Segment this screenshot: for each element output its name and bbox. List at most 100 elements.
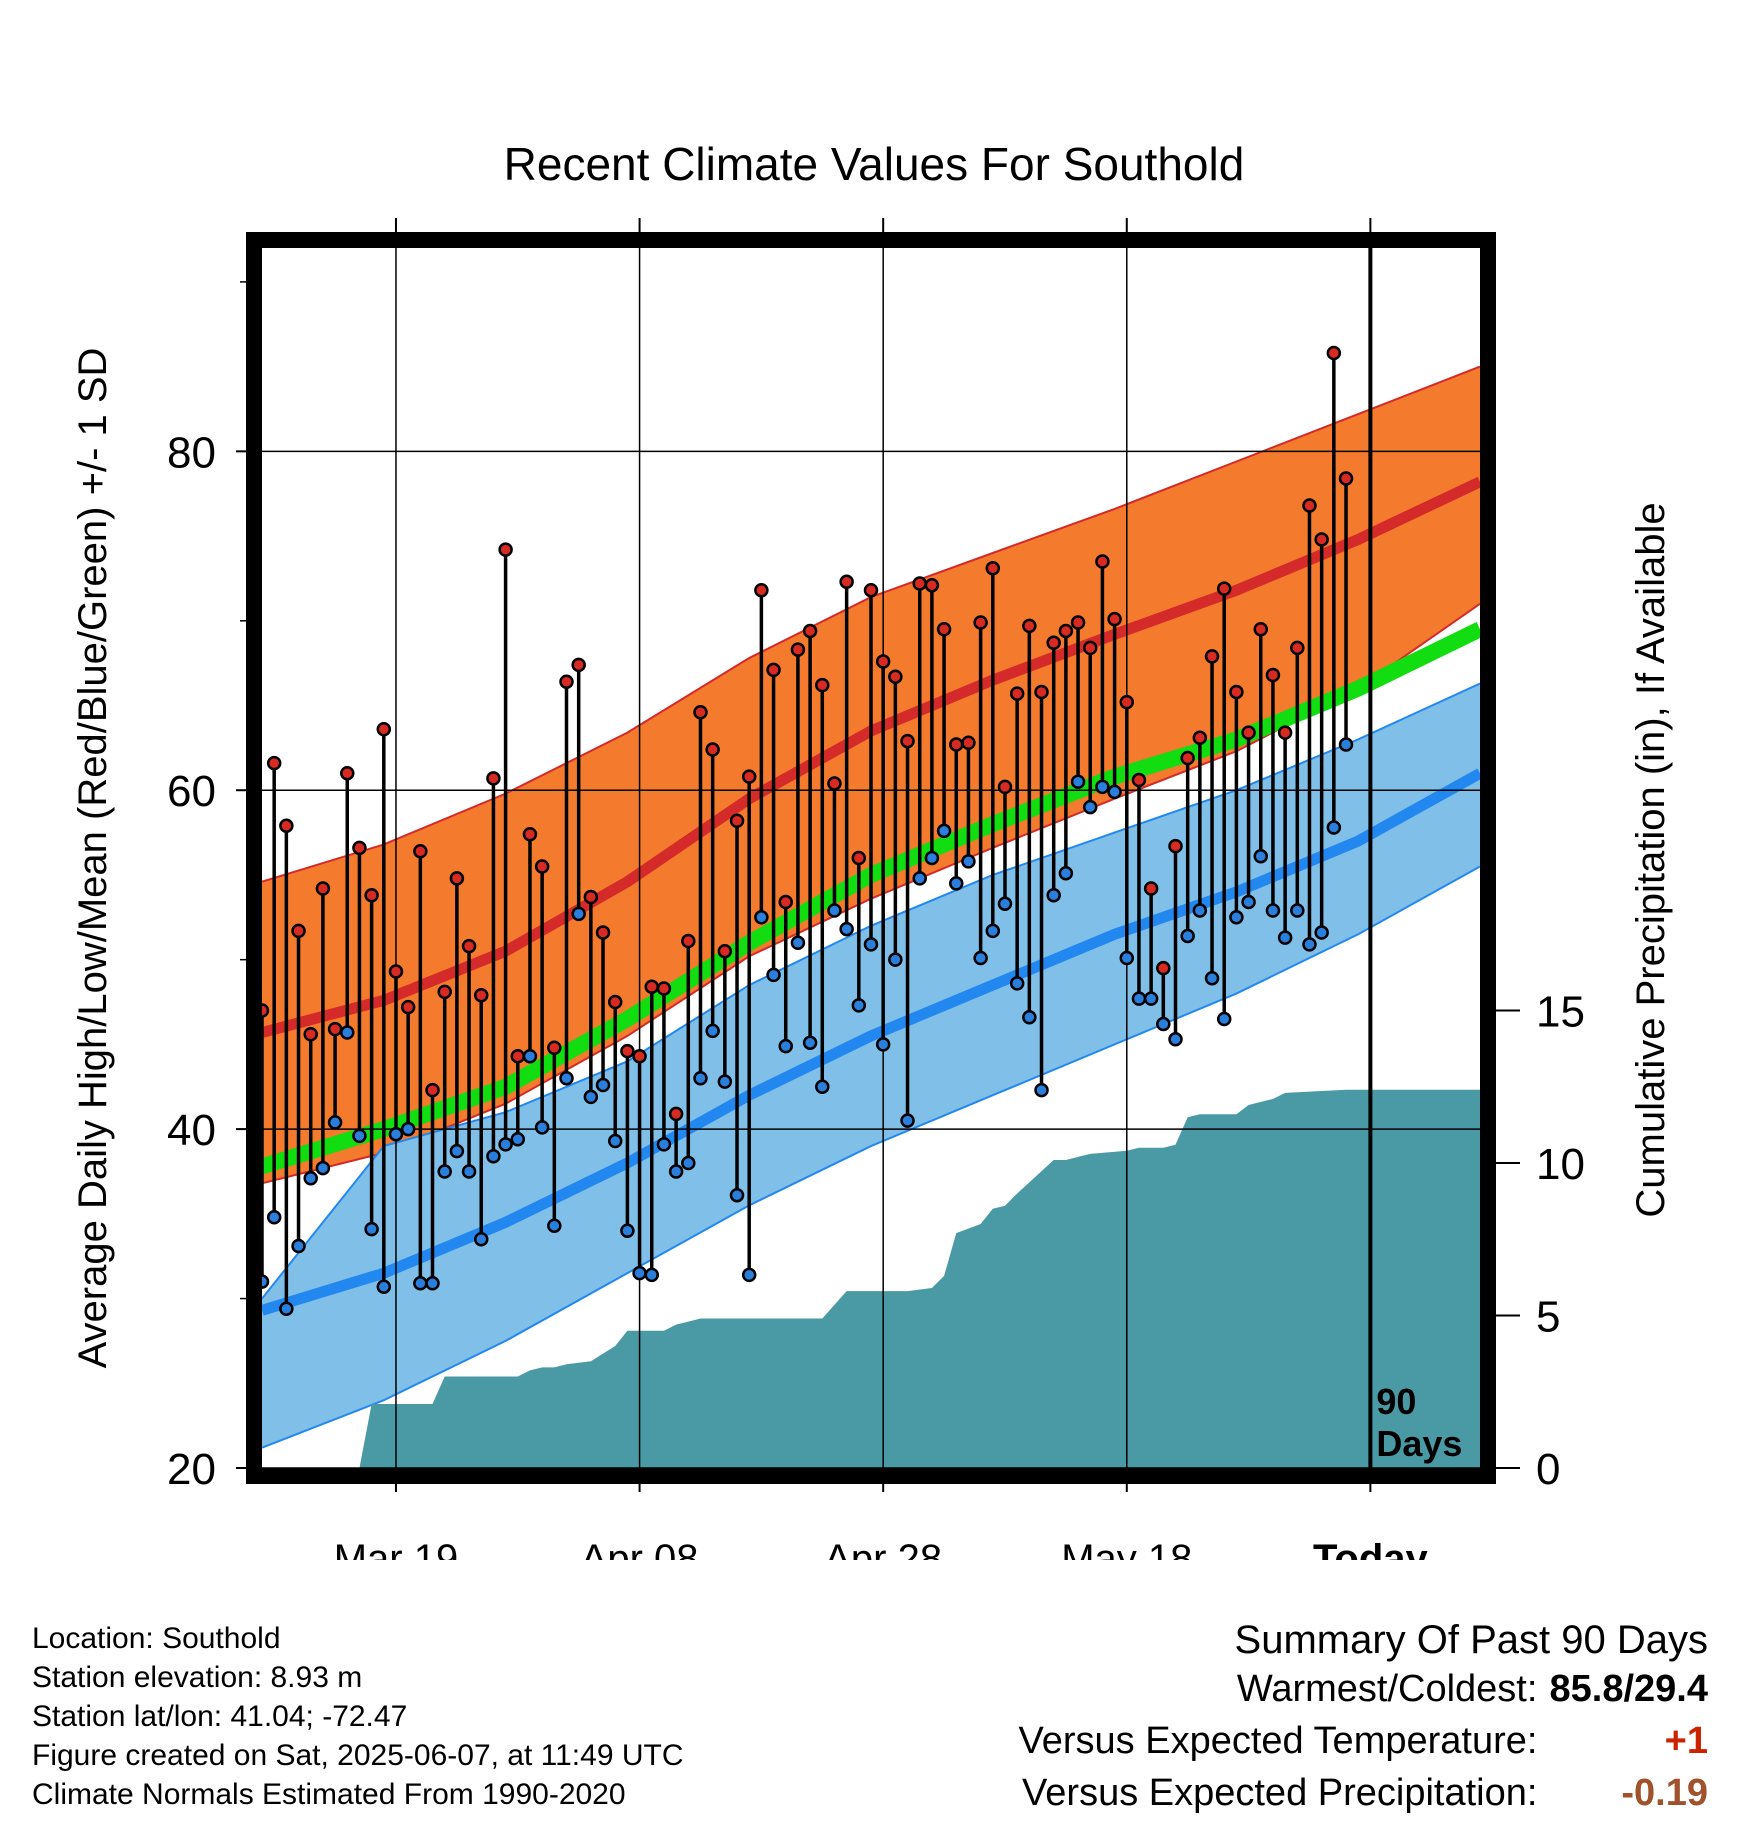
x-tick-label: Apr 28 [824, 1537, 942, 1560]
daily-high-point [1204, 649, 1220, 664]
daily-high-point [1265, 667, 1281, 683]
daily-high-point [1070, 615, 1086, 630]
daily-low-point [1290, 903, 1305, 918]
summary-heading: Summary Of Past 90 Days [1234, 1618, 1708, 1662]
daily-low-point [473, 1232, 489, 1247]
x-tick-label: Mar 19 [334, 1537, 459, 1560]
x-tick-label: Today [1313, 1537, 1429, 1560]
daily-high-point [327, 1021, 343, 1037]
daily-high-point [778, 894, 793, 910]
y-axis-label: Average Daily High/Low/Mean (Red/Blue/Gr… [71, 348, 115, 1369]
daily-high-point [449, 871, 465, 886]
daily-low-point [754, 910, 769, 925]
daily-high-point [815, 677, 830, 693]
daily-low-point [1143, 991, 1159, 1006]
normal-low-line [262, 768, 1480, 1316]
elevation-line: Station elevation: 8.93 m [32, 1661, 363, 1694]
daily-high-point [1253, 622, 1269, 637]
daily-high-point [741, 769, 757, 784]
daily-low-point [315, 1160, 331, 1176]
daily-high-point [534, 859, 550, 874]
daily-high-point [547, 1040, 562, 1056]
daily-low-point [802, 1035, 818, 1050]
daily-low-point [815, 1079, 830, 1094]
daily-high-point [1095, 554, 1110, 569]
daily-high-point [266, 755, 282, 771]
latlon-line: Station lat/lon: 41.04; -72.47 [32, 1700, 408, 1733]
daily-low-point [595, 1077, 611, 1093]
daily-low-point [498, 1137, 513, 1152]
warm-cold-value: 85.8/29.4 [1549, 1668, 1708, 1710]
daily-low-point [437, 1164, 452, 1179]
daily-low-point [863, 937, 879, 952]
daily-low-point [717, 1074, 733, 1089]
daily-low-point [400, 1121, 416, 1137]
daily-high-point [1290, 640, 1305, 656]
daily-low-point [985, 923, 1001, 939]
daily-low-point [766, 967, 781, 983]
daily-low-point [1095, 779, 1110, 795]
daily-low-point [583, 1089, 599, 1105]
daily-low-point [1180, 928, 1195, 944]
daily-high-point [705, 742, 720, 757]
daily-low-point [534, 1120, 550, 1135]
today-days-label: 90 [1376, 1381, 1416, 1422]
daily-low-point [1265, 903, 1281, 918]
x-tick-label: Apr 08 [581, 1537, 699, 1560]
daily-high-point [863, 583, 879, 598]
daily-low-point [559, 1071, 574, 1086]
daily-high-point [400, 999, 416, 1015]
daily-low-point [693, 1071, 708, 1086]
daily-high-point [1046, 635, 1061, 651]
daily-low-point [973, 950, 988, 966]
daily-high-point [668, 1106, 684, 1122]
daily-high-point [583, 889, 599, 905]
daily-low-point [1192, 903, 1208, 918]
daily-low-point [1156, 1016, 1171, 1032]
daily-low-point [413, 1276, 428, 1291]
daily-high-point [620, 1043, 635, 1059]
daily-low-point [681, 1155, 696, 1171]
daily-low-point [900, 1113, 915, 1128]
summary-precip: Versus Expected Precipitation: -0.19 [1022, 1772, 1708, 1815]
daily-high-point [851, 850, 867, 866]
daily-high-point [1022, 618, 1037, 634]
daily-low-point [1168, 1032, 1183, 1047]
daily-low-point [1338, 737, 1354, 752]
daily-low-point [741, 1267, 757, 1283]
daily-low-point [924, 850, 940, 866]
daily-high-point [486, 771, 501, 786]
daily-low-point [912, 871, 927, 886]
daily-high-point [1314, 532, 1329, 547]
daily-low-point [827, 903, 842, 918]
daily-low-point [303, 1171, 318, 1186]
daily-high-point [1241, 725, 1256, 740]
daily-low-point [851, 998, 867, 1013]
daily-high-point [790, 642, 806, 657]
daily-low-point [705, 1023, 720, 1039]
daily-high-point [961, 735, 976, 751]
daily-low-point [522, 1049, 538, 1064]
daily-low-point [364, 1221, 379, 1237]
daily-high-point [607, 994, 623, 1010]
daily-low-point [1204, 971, 1220, 986]
daily-high-point [425, 1082, 440, 1098]
y2-axis-label: Cumulative Precipitation (in), If Availa… [1629, 502, 1673, 1217]
precip-value: -0.19 [1621, 1772, 1708, 1814]
daily-high-point [1168, 838, 1183, 854]
daily-high-point [1326, 345, 1342, 361]
daily-high-point [1156, 960, 1171, 976]
x-tick-label: May 18 [1061, 1537, 1192, 1560]
daily-high-point [1034, 684, 1049, 700]
daily-low-point [486, 1148, 501, 1164]
y-tick-label: 20 [167, 1445, 216, 1494]
y-tick-label: 40 [167, 1106, 216, 1155]
y2-tick-label: 15 [1536, 988, 1585, 1037]
daily-low-point [449, 1143, 465, 1159]
daily-high-point [510, 1049, 526, 1064]
daily-low-point [997, 896, 1013, 911]
daily-low-point [388, 1126, 404, 1142]
today-days-label: Days [1376, 1423, 1462, 1464]
daily-high-point [291, 923, 306, 939]
daily-high-point [1277, 725, 1293, 740]
